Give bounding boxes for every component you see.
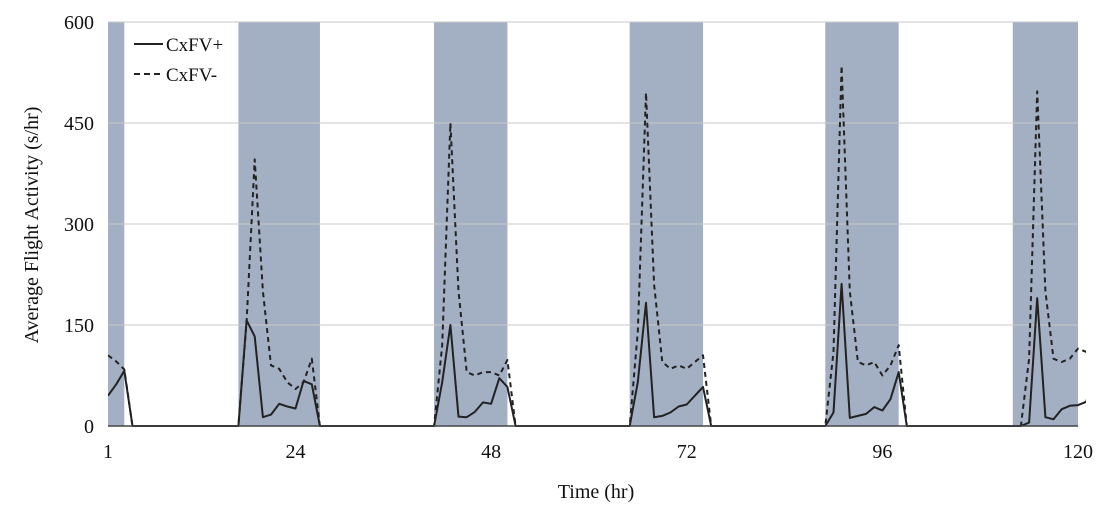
y-tick-labels: 0 150 300 450 600 bbox=[64, 12, 94, 438]
legend-label-cxfv-plus: CxFV+ bbox=[166, 35, 223, 56]
series-lines bbox=[108, 64, 1086, 427]
x-tick-label-0: 1 bbox=[103, 441, 113, 463]
y-tick-label-1: 150 bbox=[64, 315, 94, 337]
x-tick-labels: 1 24 48 72 96 120 bbox=[103, 441, 1093, 463]
series-line-1 bbox=[108, 64, 1086, 427]
x-axis-title: Time (hr) bbox=[558, 481, 634, 503]
legend-label-cxfv-minus: CxFV- bbox=[166, 65, 217, 86]
x-tick-label-4: 96 bbox=[872, 441, 892, 463]
x-tick-label-5: 120 bbox=[1063, 441, 1093, 463]
x-tick-label-3: 72 bbox=[677, 441, 697, 463]
y-tick-label-0: 0 bbox=[84, 416, 94, 438]
legend: CxFV+ CxFV- bbox=[134, 35, 223, 86]
y-tick-label-4: 600 bbox=[64, 12, 94, 34]
x-tick-label-2: 48 bbox=[481, 441, 501, 463]
horizontal-gridlines bbox=[108, 21, 1078, 326]
y-tick-label-2: 300 bbox=[64, 214, 94, 236]
series-line-0 bbox=[108, 282, 1086, 427]
y-tick-label-3: 450 bbox=[64, 113, 94, 135]
y-axis-title: Average Flight Activity (s/hr) bbox=[21, 107, 43, 344]
x-tick-label-1: 24 bbox=[285, 441, 305, 463]
